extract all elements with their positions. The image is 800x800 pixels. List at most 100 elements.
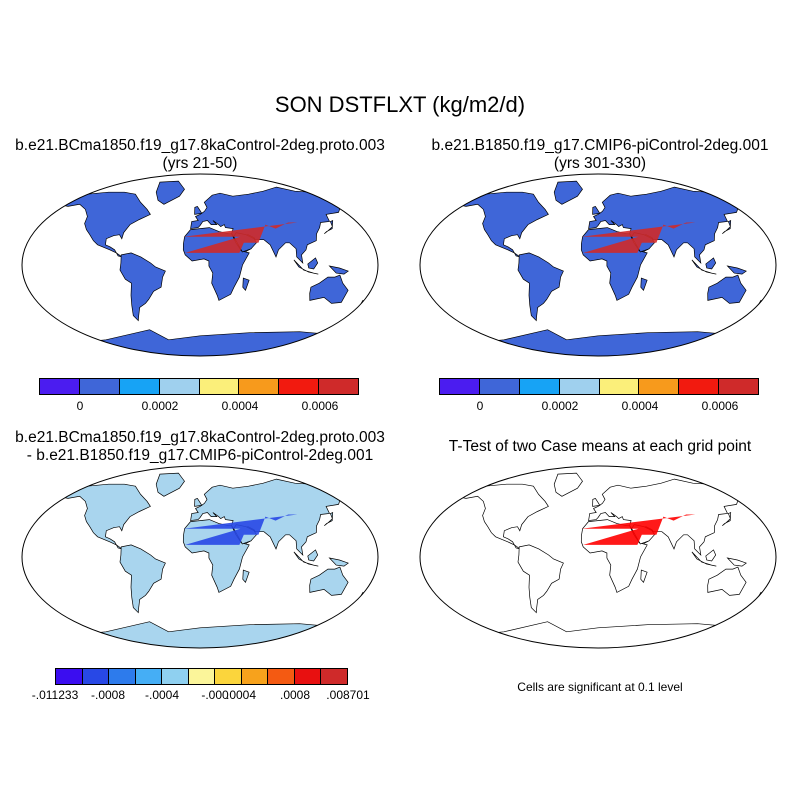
colorbar-tick-label: -.0008 (90, 688, 126, 702)
colorbar-difference-swatch (188, 669, 216, 684)
landmass-borneo (705, 549, 717, 562)
colorbar-tick-label: 0.0004 (621, 399, 659, 413)
colorbar-difference-swatch (135, 669, 163, 684)
colorbar-tick-label: -.000 (201, 688, 229, 702)
map-panel4-ttest (419, 465, 777, 649)
landmass-japan (722, 219, 732, 234)
landmass-eurasia (588, 186, 750, 265)
panel1-title: b.e21.BCma1850.f19_g17.8kaControl-2deg.p… (0, 137, 400, 173)
landmass-greenland (155, 180, 185, 205)
colorbar-tick-label: 0 (476, 399, 484, 413)
landmass-australia (309, 566, 349, 596)
colorbar-panel1-swatch (319, 379, 358, 394)
colorbar-tick-label: -.011233 (31, 688, 79, 702)
colorbar-panel2-swatch (599, 379, 640, 394)
landmass-madagascar (640, 569, 648, 583)
main-title: SON DSTFLXT (kg/m2/d) (274, 92, 526, 117)
colorbar-panel1-swatch (40, 379, 80, 394)
landmass-eurasia (190, 186, 352, 265)
map-border (419, 173, 777, 357)
colorbar-panel2-swatch (719, 379, 758, 394)
ocean-area (420, 174, 776, 356)
panel2-title: b.e21.B1850.f19_g17.CMIP6-piControl-2deg… (400, 137, 800, 173)
ocean-area (22, 174, 378, 356)
map-panel1 (21, 173, 379, 357)
colorbar-difference-swatch (56, 669, 83, 684)
colorbar-panel2-swatch (559, 379, 600, 394)
landmass-indonesia (293, 551, 319, 567)
dust-source-region (183, 514, 298, 545)
colorbar-panel1-swatch (119, 379, 160, 394)
landmass-uk (592, 205, 601, 215)
landmass-southamerica (119, 544, 166, 614)
panel3-title: b.e21.BCma1850.f19_g17.8kaControl-2deg.p… (0, 429, 400, 465)
landmass-northamerica (57, 191, 151, 258)
landmass-eurasia (588, 478, 750, 557)
landmass-southamerica (517, 252, 564, 322)
map-border (21, 173, 379, 357)
colorbar-tick-label: .0008 (279, 688, 311, 702)
landmass-indonesia (293, 259, 319, 275)
landmass-northamerica (455, 483, 549, 550)
landmass-australia (707, 566, 747, 596)
colorbar-difference-swatch (321, 669, 348, 684)
colorbar-difference-swatch (215, 669, 242, 684)
landmass-uk (194, 205, 203, 215)
landmass-madagascar (242, 569, 250, 583)
landmass-australia (707, 274, 747, 304)
colorbar-difference-swatch (109, 669, 136, 684)
landmass-northamerica (57, 483, 151, 550)
colorbar-panel2-swatch (519, 379, 560, 394)
colorbar-panel1-swatch (279, 379, 320, 394)
colorbar-tick-label: 0.0004 (221, 399, 259, 413)
landmass-madagascar (640, 277, 648, 291)
landmass-uk (194, 497, 203, 507)
colorbar-panel1-swatch (199, 379, 240, 394)
dust-source-region (581, 514, 696, 545)
landmass-australia (309, 274, 349, 304)
ocean-area (22, 466, 378, 648)
colorbar-tick-label: .0004 (225, 688, 257, 702)
panel4-title-line1: T-Test of two Case means at each grid po… (448, 438, 752, 455)
colorbar-difference-swatch (294, 669, 322, 684)
panel2-title-line2: (yrs 301-330) (553, 155, 647, 172)
colorbar-panel2-swatch (639, 379, 680, 394)
landmass-newguinea (726, 265, 747, 275)
landmass-greenland (553, 180, 583, 205)
landmass-madagascar (242, 277, 250, 291)
colorbar-panel1-swatch (79, 379, 120, 394)
map-panel2 (419, 173, 777, 357)
landmass-newguinea (328, 557, 349, 567)
colorbar-tick-label: 0.0002 (541, 399, 579, 413)
landmass-japan (324, 511, 334, 526)
colorbar-tick-label: -.0004 (144, 688, 180, 702)
dust-source-region (183, 222, 298, 253)
panel3-title-line2: - b.e21.B1850.f19_g17.CMIP6-piControl-2d… (26, 447, 374, 464)
colorbar-difference-swatch (82, 669, 110, 684)
landmass-southamerica (517, 544, 564, 614)
dust-source-region (581, 222, 696, 253)
map-panel3-difference (21, 465, 379, 649)
landmass-indonesia (691, 259, 717, 275)
panel2-title-line1: b.e21.B1850.f19_g17.CMIP6-piControl-2deg… (431, 137, 769, 154)
landmass-eurasia (190, 478, 352, 557)
landmass-newguinea (726, 557, 747, 567)
landmass-borneo (307, 257, 319, 270)
landmass-greenland (155, 472, 185, 497)
colorbar-difference-swatch (162, 669, 189, 684)
landmass-japan (324, 219, 334, 234)
map-border (419, 465, 777, 649)
panel1-title-line2: (yrs 21-50) (162, 155, 238, 172)
landmass-uk (592, 497, 601, 507)
colorbar-panel2 (439, 378, 759, 395)
landmass-southamerica (119, 252, 166, 322)
colorbar-difference-swatch (268, 669, 295, 684)
landmass-japan (722, 511, 732, 526)
ocean-area (420, 466, 776, 648)
colorbar-tick-label: 0.0002 (141, 399, 179, 413)
colorbar-panel1-swatch (239, 379, 280, 394)
colorbar-difference (55, 668, 348, 685)
landmass-borneo (307, 549, 319, 562)
landmass-northamerica (455, 191, 549, 258)
colorbar-panel2-swatch (479, 379, 520, 394)
